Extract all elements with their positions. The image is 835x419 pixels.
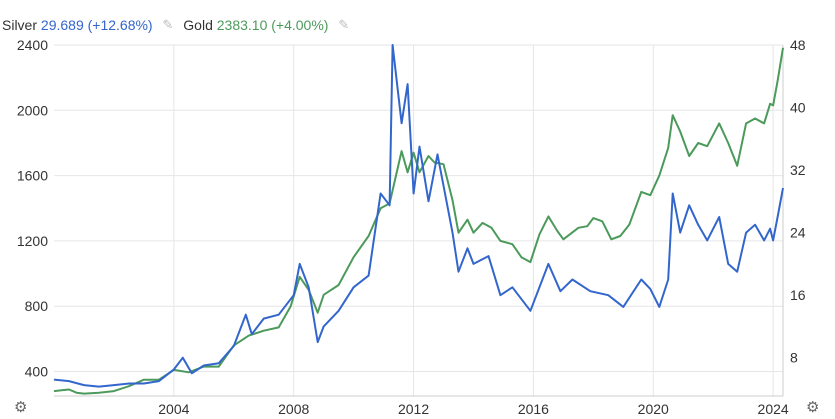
series-line-gold [53,47,784,395]
y-right-tick-label: 32 [790,162,806,178]
x-tick-label: 2020 [638,401,669,417]
y-right-tick-label: 8 [790,350,798,366]
y-right-tick-label: 40 [790,100,806,116]
y-left-tick-label: 2000 [17,102,48,118]
y-left-tick-label: 800 [25,298,49,314]
pencil-icon[interactable]: ✎ [338,17,350,32]
y-right-tick-label: 16 [790,287,806,303]
series-line-silver [53,44,784,388]
x-tick-label: 2016 [518,401,549,417]
legend-silver-value: 29.689 (+12.68%) [40,17,153,33]
x-tick-label: 2024 [758,401,789,417]
y-left-tick-label: 2400 [17,37,48,53]
legend-gold-name: Gold [183,17,213,33]
legend-silver-name: Silver [2,17,38,33]
y-right-tick-label: 24 [790,225,806,241]
legend-item-gold[interactable]: Gold 2383.10 (+4.00%) ✎ [183,17,349,33]
x-tick-label: 2008 [278,401,309,417]
gear-icon[interactable]: ⚙ [806,399,820,416]
legend-item-silver[interactable]: Silver 29.689 (+12.68%) ✎ [2,17,173,33]
legend-gold-value: 2383.10 (+4.00%) [216,17,329,33]
pencil-icon[interactable]: ✎ [162,17,174,32]
y-left-tick-label: 1600 [17,168,48,184]
y-right-tick-label: 48 [790,37,806,53]
y-left-tick-label: 400 [25,364,49,380]
chart-legend: Silver 29.689 (+12.68%) ✎ Gold 2383.10 (… [2,17,355,33]
x-tick-label: 2004 [158,401,189,417]
y-left-tick-label: 1200 [17,233,48,249]
x-tick-label: 2012 [398,401,429,417]
gear-icon[interactable]: ⚙ [14,399,28,416]
